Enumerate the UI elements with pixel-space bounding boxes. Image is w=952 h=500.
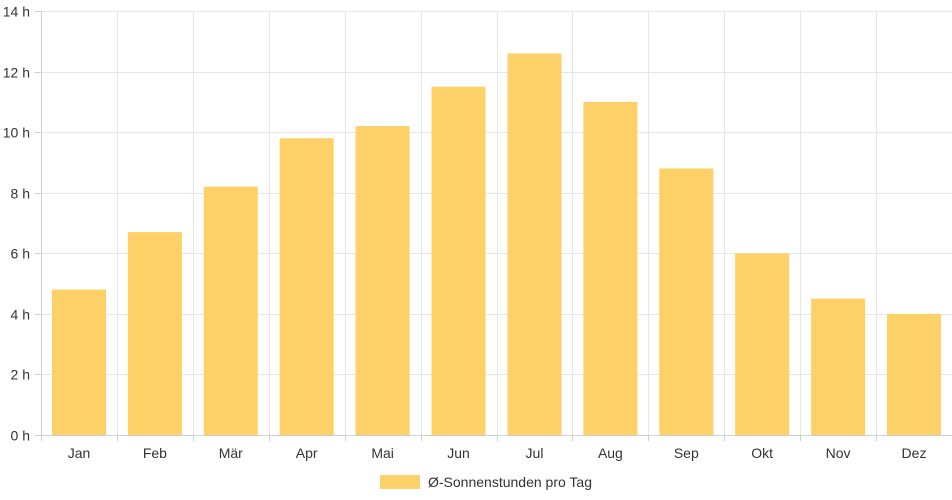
bar-feb[interactable] — [127, 232, 182, 435]
x-tick-label: Jul — [526, 445, 544, 461]
legend-swatch[interactable] — [380, 475, 420, 489]
bar-mär[interactable] — [203, 186, 258, 435]
x-tick-label: Mai — [371, 445, 394, 461]
x-tick-label: Dez — [902, 445, 927, 461]
bars — [52, 53, 941, 436]
y-tick-label: 0 h — [11, 428, 30, 444]
bar-sep[interactable] — [659, 168, 714, 436]
bar-nov[interactable] — [811, 298, 866, 435]
x-tick-label: Jun — [447, 445, 470, 461]
legend[interactable]: Ø-Sonnenstunden pro Tag — [380, 474, 592, 490]
x-tick-label: Aug — [598, 445, 623, 461]
y-tick-label: 6 h — [11, 246, 30, 262]
bar-dez[interactable] — [887, 313, 941, 435]
legend-label[interactable]: Ø-Sonnenstunden pro Tag — [428, 474, 592, 490]
axes — [35, 11, 952, 441]
bar-jun[interactable] — [431, 86, 486, 435]
x-tick-label: Sep — [674, 445, 699, 461]
x-axis-labels: Jan Feb Mär Apr Mai Jun Jul Aug Sep Okt Nov Dez — [68, 445, 927, 461]
x-tick-label: Nov — [826, 445, 851, 461]
grid — [41, 11, 952, 436]
x-tick-label: Okt — [751, 445, 773, 461]
y-tick-label: 2 h — [11, 367, 30, 383]
x-tick-label: Jan — [68, 445, 91, 461]
y-tick-label: 4 h — [11, 307, 30, 323]
y-tick-label: 8 h — [11, 186, 30, 202]
bar-aug[interactable] — [583, 101, 638, 436]
y-tick-label: 14 h — [3, 4, 30, 20]
x-tick-label: Apr — [296, 445, 318, 461]
y-tick-label: 10 h — [3, 125, 30, 141]
bar-okt[interactable] — [735, 253, 790, 435]
y-axis-labels: 0 h 2 h 4 h 6 h 8 h 10 h 12 h 14 h — [3, 4, 30, 444]
y-tick-label: 12 h — [3, 65, 30, 81]
x-tick-label: Mär — [219, 445, 243, 461]
bar-jul[interactable] — [507, 53, 562, 436]
bar-apr[interactable] — [279, 138, 334, 435]
bar-mai[interactable] — [355, 126, 410, 435]
bar-jan[interactable] — [52, 289, 106, 435]
x-tick-label: Feb — [143, 445, 167, 461]
